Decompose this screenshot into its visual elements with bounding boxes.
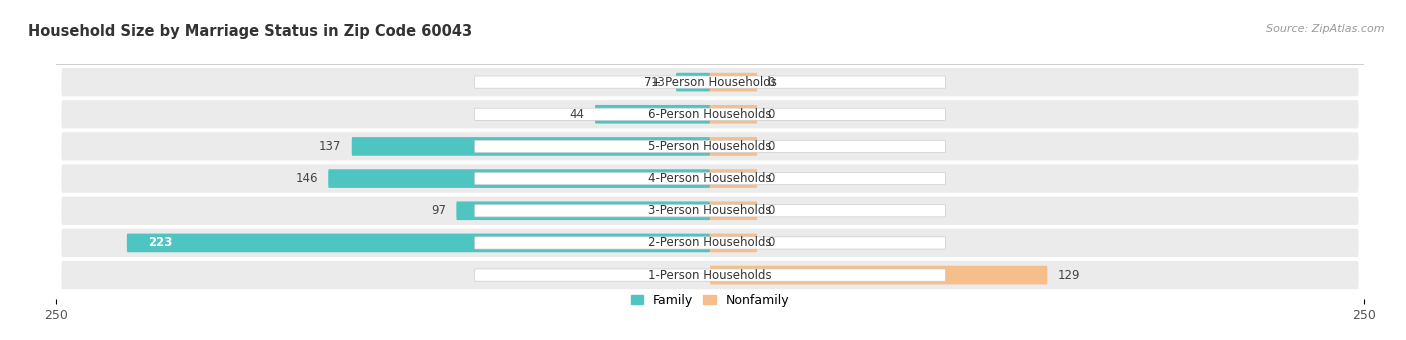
FancyBboxPatch shape bbox=[475, 205, 945, 217]
FancyBboxPatch shape bbox=[475, 269, 945, 281]
Text: 0: 0 bbox=[768, 172, 775, 185]
FancyBboxPatch shape bbox=[710, 169, 756, 188]
FancyBboxPatch shape bbox=[475, 76, 945, 88]
FancyBboxPatch shape bbox=[710, 234, 756, 252]
Text: 0: 0 bbox=[768, 140, 775, 153]
FancyBboxPatch shape bbox=[457, 201, 710, 220]
Text: Source: ZipAtlas.com: Source: ZipAtlas.com bbox=[1267, 24, 1385, 34]
FancyBboxPatch shape bbox=[62, 197, 1358, 225]
FancyBboxPatch shape bbox=[710, 105, 756, 124]
Text: 2-Person Households: 2-Person Households bbox=[648, 236, 772, 250]
FancyBboxPatch shape bbox=[475, 108, 945, 120]
Text: 97: 97 bbox=[430, 204, 446, 217]
FancyBboxPatch shape bbox=[475, 237, 945, 249]
FancyBboxPatch shape bbox=[595, 105, 710, 124]
Text: 0: 0 bbox=[768, 75, 775, 89]
Text: 0: 0 bbox=[768, 108, 775, 121]
FancyBboxPatch shape bbox=[62, 68, 1358, 96]
FancyBboxPatch shape bbox=[710, 137, 756, 156]
Text: 137: 137 bbox=[319, 140, 342, 153]
Text: 1-Person Households: 1-Person Households bbox=[648, 269, 772, 282]
Text: 0: 0 bbox=[768, 204, 775, 217]
FancyBboxPatch shape bbox=[710, 266, 1047, 284]
Text: 3-Person Households: 3-Person Households bbox=[648, 204, 772, 217]
Text: 13: 13 bbox=[651, 75, 665, 89]
FancyBboxPatch shape bbox=[62, 100, 1358, 129]
Text: 146: 146 bbox=[295, 172, 318, 185]
Text: 44: 44 bbox=[569, 108, 585, 121]
Text: 129: 129 bbox=[1057, 269, 1080, 282]
FancyBboxPatch shape bbox=[62, 132, 1358, 160]
FancyBboxPatch shape bbox=[475, 140, 945, 153]
FancyBboxPatch shape bbox=[62, 261, 1358, 289]
FancyBboxPatch shape bbox=[62, 165, 1358, 193]
FancyBboxPatch shape bbox=[676, 73, 710, 91]
Text: Household Size by Marriage Status in Zip Code 60043: Household Size by Marriage Status in Zip… bbox=[28, 24, 472, 39]
FancyBboxPatch shape bbox=[710, 201, 756, 220]
Text: 7+ Person Households: 7+ Person Households bbox=[644, 75, 776, 89]
Text: 5-Person Households: 5-Person Households bbox=[648, 140, 772, 153]
FancyBboxPatch shape bbox=[352, 137, 710, 156]
FancyBboxPatch shape bbox=[475, 172, 945, 185]
Text: 0: 0 bbox=[768, 236, 775, 250]
Text: 6-Person Households: 6-Person Households bbox=[648, 108, 772, 121]
FancyBboxPatch shape bbox=[328, 169, 710, 188]
Legend: Family, Nonfamily: Family, Nonfamily bbox=[626, 289, 794, 312]
Text: 4-Person Households: 4-Person Households bbox=[648, 172, 772, 185]
FancyBboxPatch shape bbox=[710, 73, 756, 91]
FancyBboxPatch shape bbox=[62, 229, 1358, 257]
FancyBboxPatch shape bbox=[127, 234, 710, 252]
Text: 223: 223 bbox=[148, 236, 172, 250]
